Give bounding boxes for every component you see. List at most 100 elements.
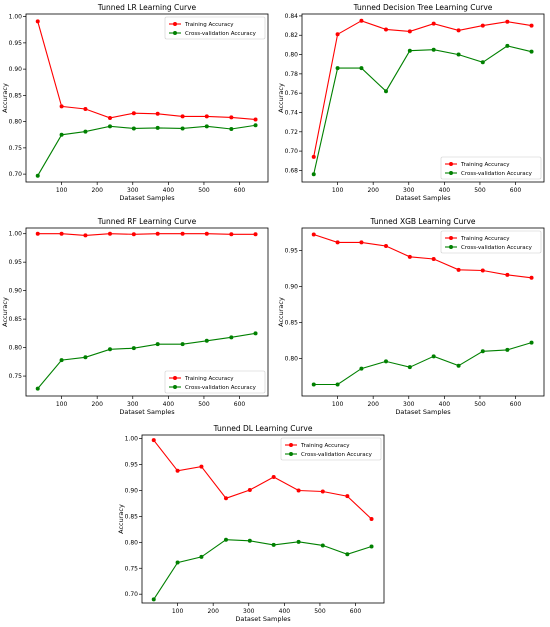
- series-line-cross-validation: [313, 342, 532, 386]
- legend-swatch-marker: [449, 162, 453, 166]
- data-point-cross-validation: [359, 366, 364, 371]
- x-axis-label: Dataset Samples: [119, 194, 175, 202]
- y-tick-label: 0.80: [9, 119, 23, 126]
- legend-entry-label: Cross-validation Accuracy: [185, 385, 257, 391]
- data-point-cross-validation: [83, 129, 88, 134]
- legend-entry-label: Training Accuracy: [300, 443, 350, 449]
- data-point-training: [529, 23, 534, 28]
- y-tick-label: 0.90: [9, 66, 23, 73]
- y-tick-label: 0.95: [125, 462, 139, 469]
- data-point-training: [247, 487, 252, 492]
- y-tick-label: 0.95: [9, 259, 23, 266]
- data-point-cross-validation: [311, 172, 316, 177]
- legend-entry-label: Cross-validation Accuracy: [461, 171, 533, 177]
- data-point-training: [359, 18, 364, 23]
- data-point-cross-validation: [320, 543, 325, 548]
- data-point-cross-validation: [407, 48, 412, 53]
- data-point-training: [180, 231, 185, 236]
- data-point-training: [59, 231, 64, 236]
- x-axis-label: Dataset Samples: [395, 194, 451, 202]
- data-point-cross-validation: [131, 346, 136, 351]
- legend: Training Accuracy Cross-validation Accura…: [440, 156, 542, 180]
- legend-swatch-marker: [173, 385, 177, 389]
- legend-box: [280, 437, 382, 461]
- data-point-cross-validation: [369, 544, 374, 549]
- x-tick-label: 300: [127, 187, 139, 194]
- x-tick-label: 300: [127, 401, 139, 408]
- series-line-cross-validation: [313, 45, 532, 175]
- data-point-training: [253, 232, 258, 237]
- y-tick-label: 0.85: [285, 319, 299, 326]
- data-point-training: [407, 29, 412, 34]
- data-point-cross-validation: [407, 365, 412, 370]
- x-tick-label: 200: [367, 187, 379, 194]
- learning-curve-chart-4: Tunned XGB Learning Curve 100 200 300 400 500…: [277, 217, 545, 415]
- data-point-cross-validation: [204, 124, 209, 129]
- series-line-training: [37, 21, 256, 121]
- y-tick-label: 0.82: [285, 32, 299, 39]
- x-tick-label: 500: [474, 401, 486, 408]
- data-point-training: [335, 240, 340, 245]
- x-tick-label: 500: [314, 608, 326, 615]
- x-tick-label: 600: [234, 401, 246, 408]
- data-point-cross-validation: [529, 340, 534, 345]
- data-point-cross-validation: [271, 542, 276, 547]
- x-tick-label: 300: [403, 401, 415, 408]
- x-tick-label: 400: [163, 187, 175, 194]
- x-axis-label: Dataset Samples: [119, 408, 175, 415]
- data-point-cross-validation: [345, 552, 350, 557]
- learning-curve-chart-3: Tunned RF Learning Curve 100 200 300 400 500 6…: [1, 217, 269, 415]
- data-point-training: [83, 233, 88, 238]
- legend: Training Accuracy Cross-validation Accura…: [280, 437, 382, 461]
- y-tick-label: 0.85: [125, 513, 139, 520]
- y-axis-label: Accuracy: [1, 297, 9, 327]
- y-tick-label: 0.68: [285, 167, 299, 174]
- data-point-training: [345, 494, 350, 499]
- legend-box: [440, 230, 542, 254]
- x-tick-label: 400: [439, 187, 451, 194]
- series-line-cross-validation: [153, 539, 372, 600]
- data-point-training: [383, 244, 388, 249]
- data-point-cross-validation: [59, 358, 64, 363]
- y-axis-label: Accuracy: [277, 297, 285, 327]
- plot-frame: [301, 13, 545, 183]
- data-point-cross-validation: [383, 359, 388, 364]
- x-tick-label: 400: [439, 401, 451, 408]
- data-point-cross-validation: [311, 382, 316, 387]
- data-point-training: [320, 489, 325, 494]
- data-point-cross-validation: [505, 43, 510, 48]
- data-point-cross-validation: [131, 126, 136, 131]
- legend-entry-label: Cross-validation Accuracy: [301, 452, 373, 458]
- x-axis-label: Dataset Samples: [395, 408, 451, 415]
- plot-frame: [301, 227, 545, 397]
- data-point-training: [456, 28, 461, 33]
- x-tick-label: 100: [56, 187, 68, 194]
- y-tick-label: 0.80: [285, 52, 299, 59]
- data-point-training: [529, 275, 534, 280]
- x-tick-label: 500: [474, 187, 486, 194]
- data-point-training: [431, 21, 436, 26]
- data-point-cross-validation: [155, 125, 160, 130]
- plot-frame: [141, 434, 385, 604]
- y-tick-label: 0.78: [285, 71, 299, 78]
- series-line-cross-validation: [37, 332, 256, 389]
- x-axis-label: Dataset Samples: [235, 615, 291, 623]
- chart-title: Tunned LR Learning Curve: [97, 3, 197, 12]
- data-point-cross-validation: [223, 537, 228, 542]
- data-point-cross-validation: [456, 52, 461, 57]
- x-tick-label: 200: [207, 608, 219, 615]
- data-point-training: [229, 115, 234, 120]
- data-point-cross-validation: [359, 66, 364, 71]
- y-axis-label: Accuracy: [277, 83, 285, 113]
- x-tick-label: 200: [91, 187, 103, 194]
- data-point-cross-validation: [175, 560, 180, 565]
- plot-frame: [25, 13, 269, 183]
- legend-entry-label: Training Accuracy: [184, 376, 234, 382]
- y-tick-label: 1.00: [9, 231, 23, 238]
- data-point-cross-validation: [505, 347, 510, 352]
- data-point-training: [223, 496, 228, 501]
- data-point-training: [107, 231, 112, 236]
- legend: Training Accuracy Cross-validation Accura…: [164, 16, 266, 40]
- legend-swatch-marker: [173, 376, 177, 380]
- data-point-training: [151, 438, 156, 443]
